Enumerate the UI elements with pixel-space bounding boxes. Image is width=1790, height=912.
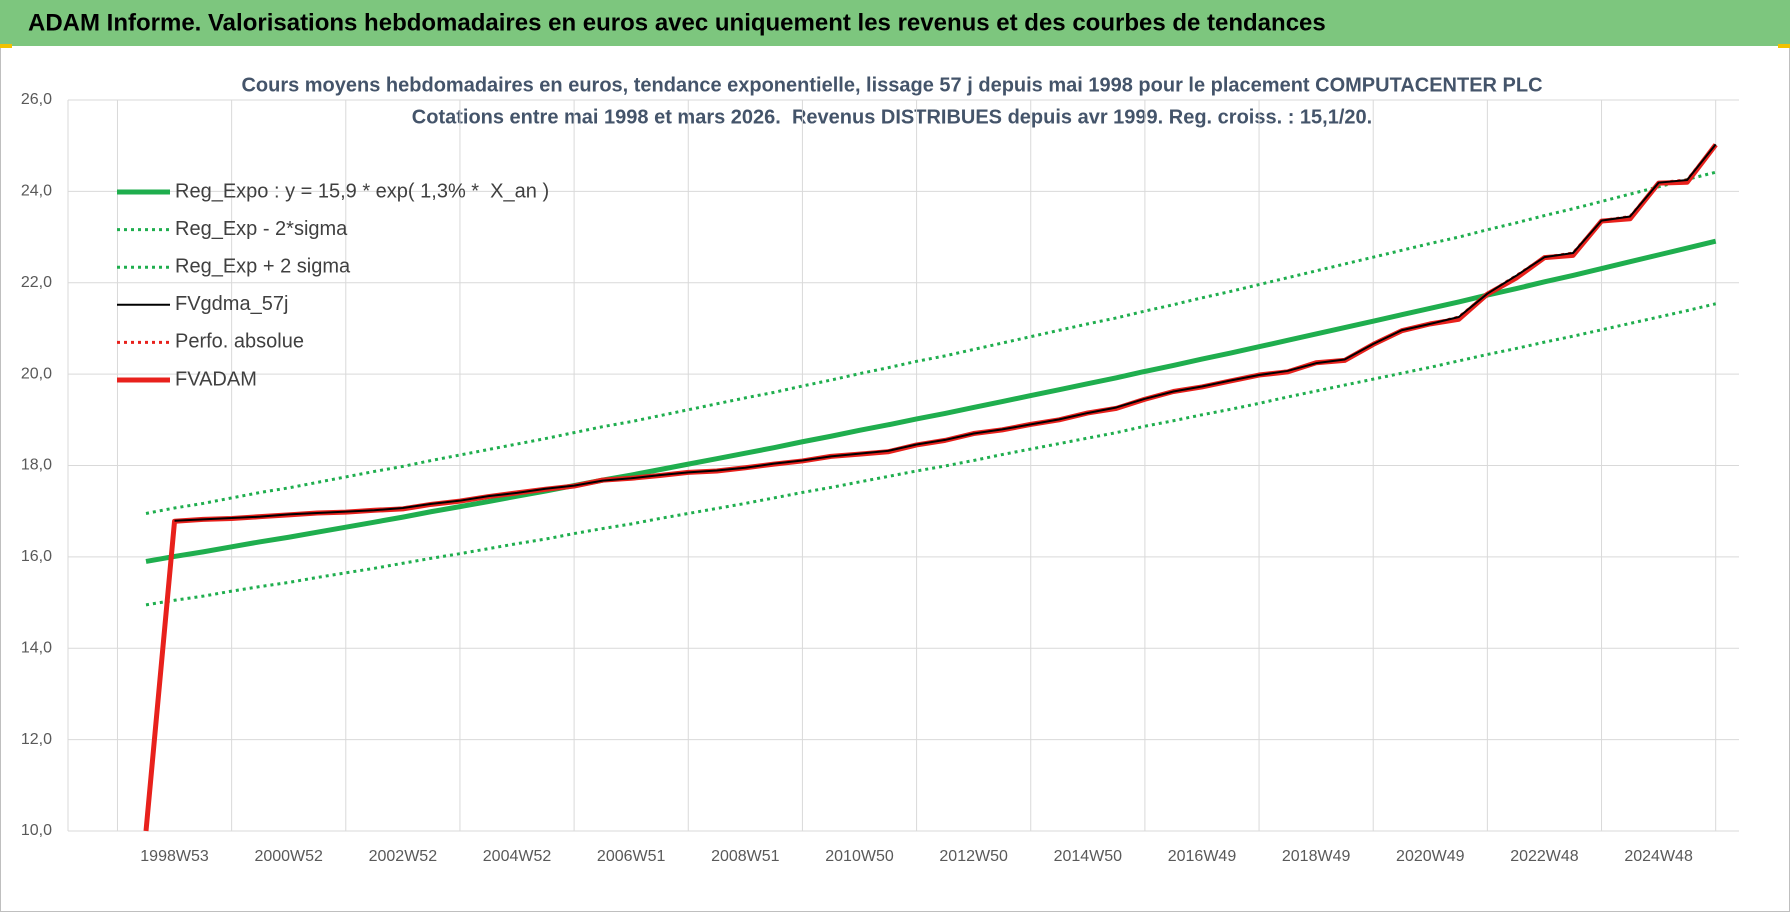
x-tick-label: 2002W52 [369,848,438,865]
series-line [145,302,1717,607]
corner [1778,44,1790,48]
y-tick-label: 16,0 [21,548,52,565]
series-line [174,143,1717,522]
y-tick-label: 22,0 [21,274,52,291]
legend-label: Reg_Expo : y = 15,9 * exp( 1,3% * X_an ) [175,180,549,202]
chart-subtitle: Cotations entre mai 1998 et mars 2026. R… [412,106,1372,128]
corner [0,44,12,48]
series-line [145,238,1717,564]
header-bar [0,0,1790,46]
x-tick-label: 2008W51 [711,848,780,865]
y-tick-label: 12,0 [21,731,52,748]
y-tick-label: 14,0 [21,639,52,656]
x-tick-label: 2004W52 [483,848,552,865]
legend-label: FVADAM [175,368,257,390]
x-tick-label: 1998W53 [140,848,209,865]
header-title: ADAM Informe. Valorisations hebdomadaire… [28,9,1326,36]
legend-label: Perfo. absolue [175,331,304,353]
legend-label: Reg_Exp - 2*sigma [175,218,348,240]
x-tick-label: 2020W49 [1396,848,1465,865]
y-tick-label: 20,0 [21,365,52,382]
x-tick-label: 2016W49 [1168,848,1237,865]
x-tick-label: 2024W48 [1624,848,1693,865]
series-line [145,170,1717,515]
x-tick-label: 2010W50 [825,848,894,865]
y-tick-label: 18,0 [21,457,52,474]
x-tick-label: 2012W50 [939,848,1008,865]
y-tick-label: 24,0 [21,183,52,200]
x-tick-label: 2014W50 [1054,848,1123,865]
y-tick-label: 10,0 [21,822,52,839]
chart-title: Cours moyens hebdomadaires en euros, ten… [241,74,1542,96]
x-tick-label: 2018W49 [1282,848,1351,865]
x-tick-label: 2006W51 [597,848,666,865]
y-tick-label: 26,0 [21,91,52,108]
x-tick-label: 2022W48 [1510,848,1579,865]
legend-label: FVgdma_57j [175,293,288,315]
x-tick-label: 2000W52 [254,848,323,865]
legend-label: Reg_Exp + 2 sigma [175,255,351,277]
